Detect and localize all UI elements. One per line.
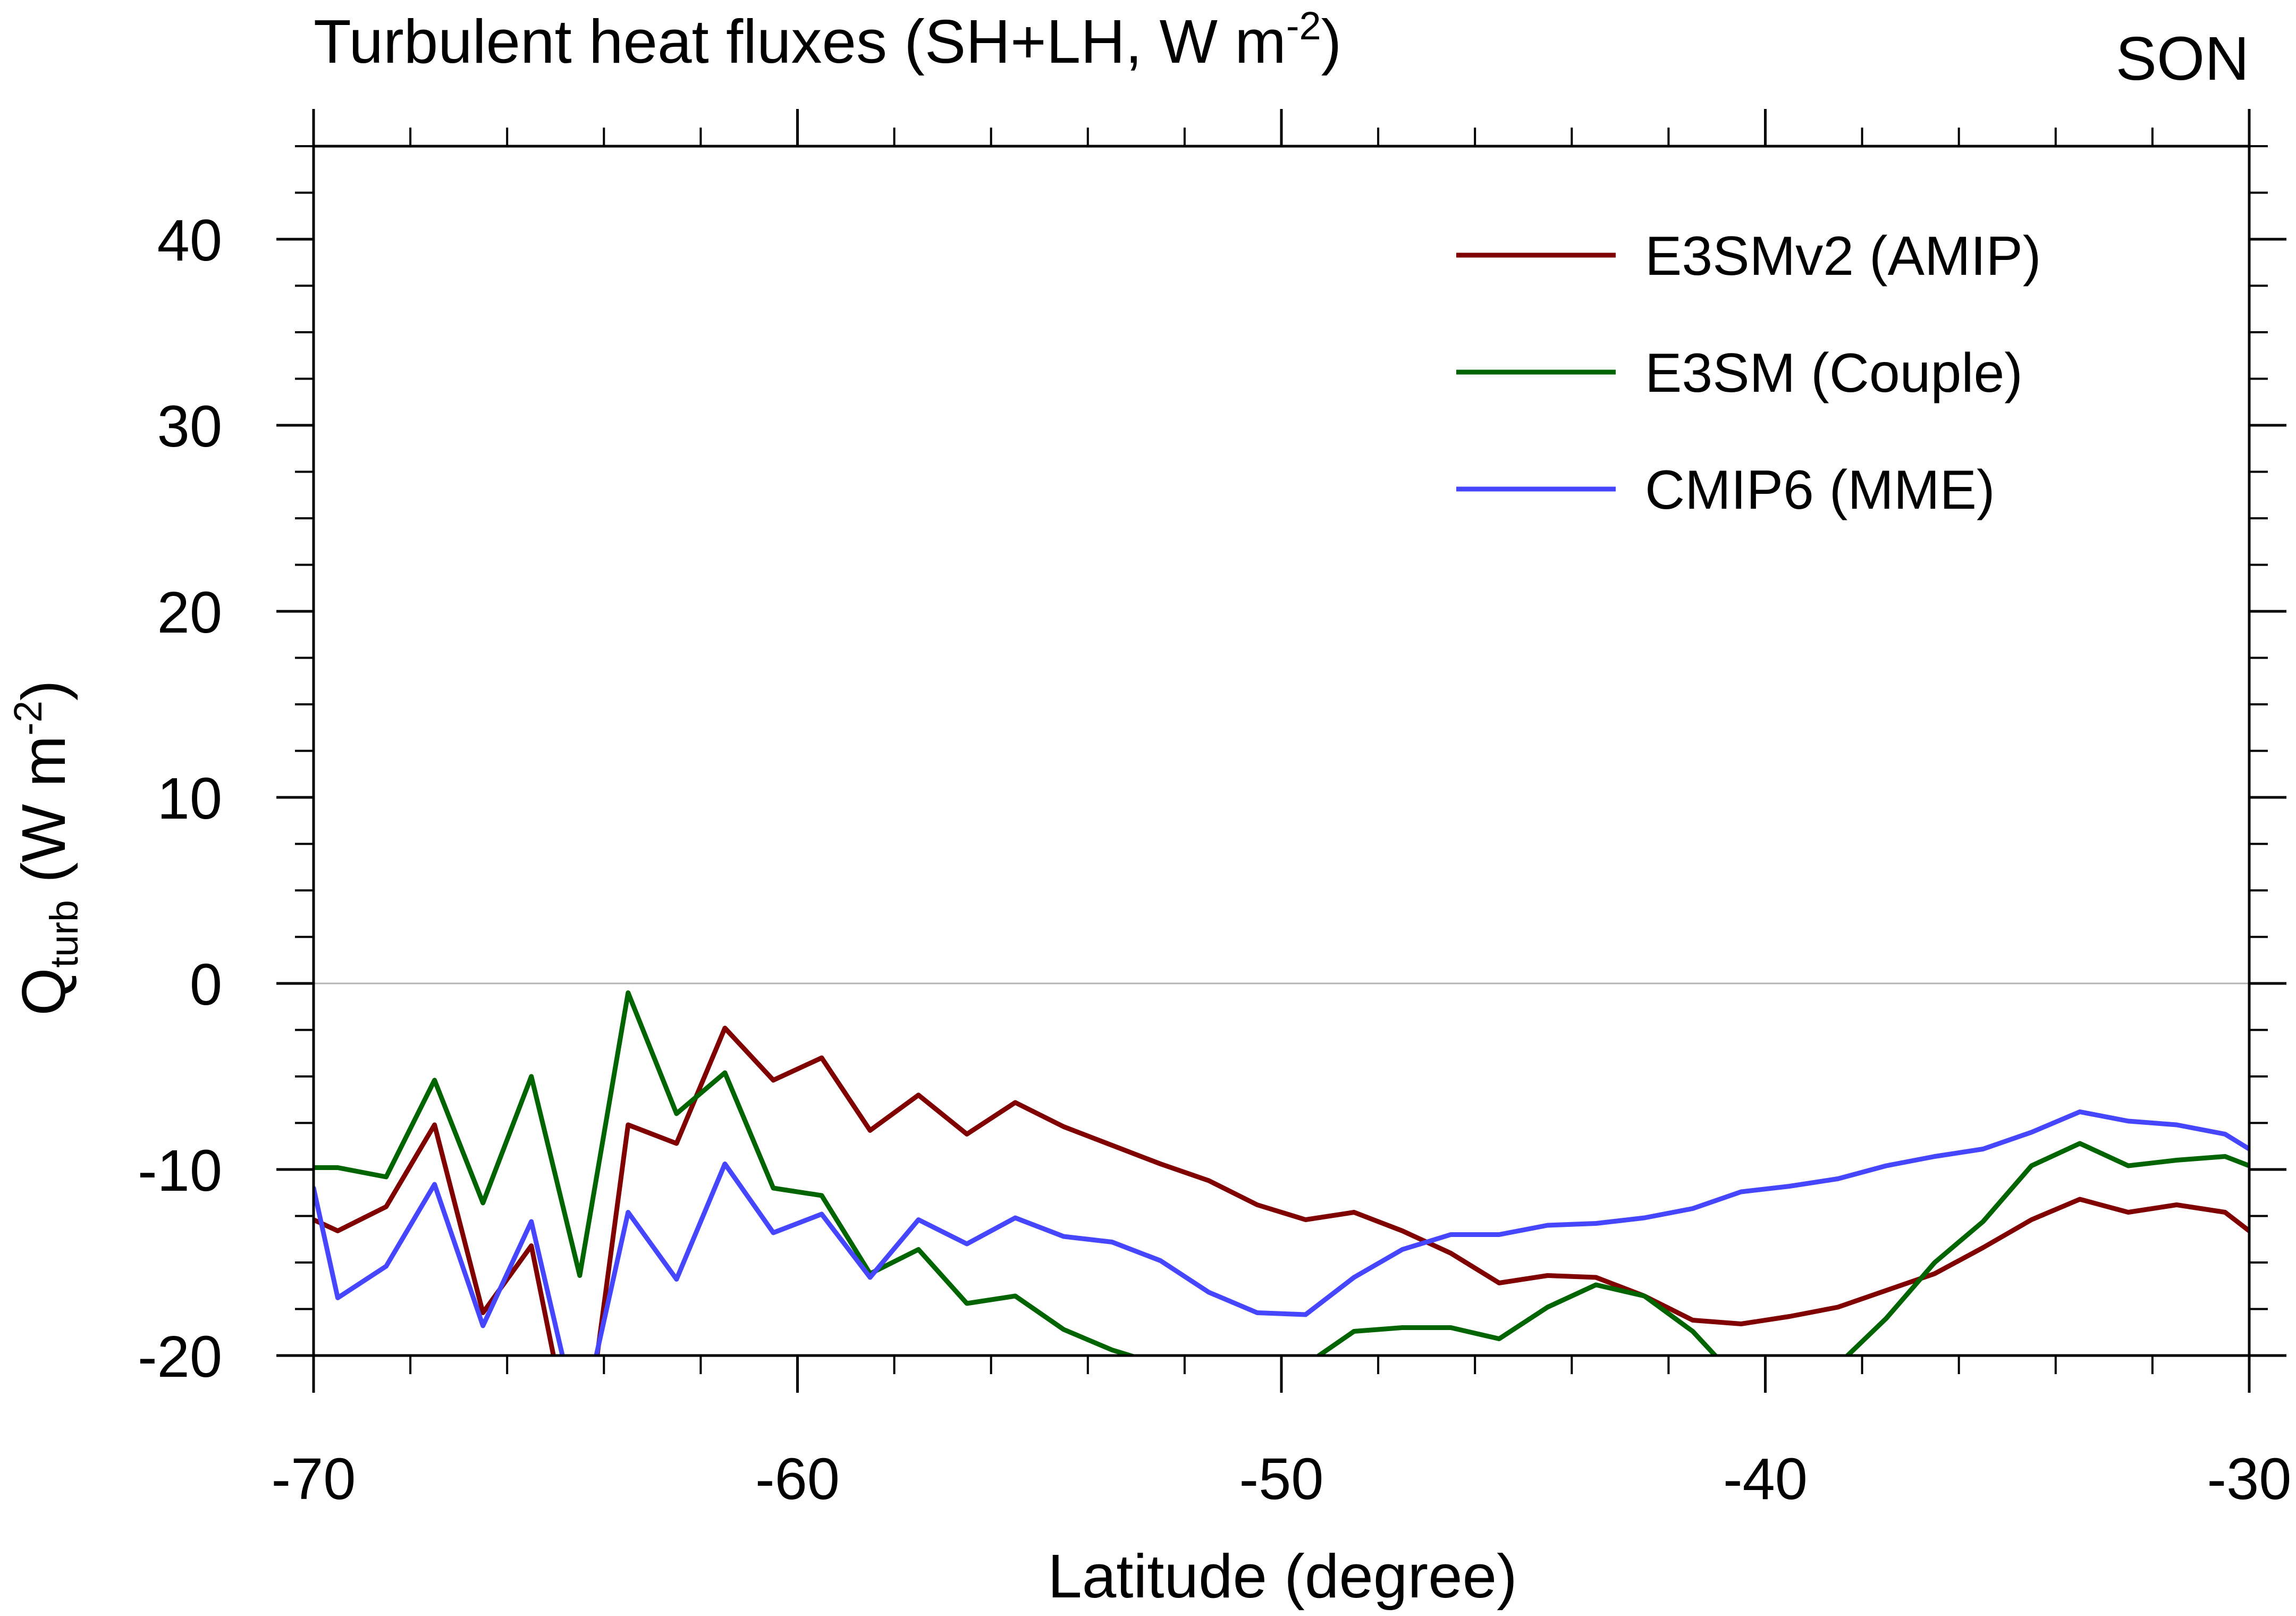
y-axis-label: Qturb (W m-2) [6, 680, 86, 1015]
minor-ticks [295, 128, 2268, 1374]
x-tick-label: -40 [1723, 1446, 1808, 1512]
x-tick-label: -70 [272, 1446, 356, 1512]
y-tick-label: 0 [190, 952, 222, 1017]
x-tick-label: -50 [1239, 1446, 1324, 1512]
chart-title-text: Turbulent heat fluxes (SH+LH, W m [314, 7, 1286, 76]
x-axis-label: Latitude (degree) [1048, 1542, 1517, 1611]
series-line [314, 1109, 2249, 1356]
legend-label: E3SMv2 (AMIP) [1645, 225, 2041, 287]
y-axis-label-units: (W m [9, 736, 78, 900]
y-tick-label: -20 [138, 1324, 222, 1390]
x-tick-labels: -70 -60 -50 -40 -30 [272, 1446, 2292, 1512]
y-tick-labels: -20 -10 0 10 20 30 40 [138, 208, 222, 1390]
chart-title-superscript: -2 [1286, 4, 1321, 48]
y-tick-label: 40 [157, 208, 222, 273]
chart-title-tail: ) [1321, 7, 1342, 76]
series-line [314, 1025, 2249, 1356]
y-axis-label-subscript: turb [42, 900, 86, 968]
season-label: SON [2116, 24, 2249, 93]
y-axis-label-tail: ) [9, 680, 78, 701]
y-tick-label: -10 [138, 1138, 222, 1203]
legend-label: E3SM (Couple) [1645, 342, 2023, 404]
y-tick-label: 30 [157, 394, 222, 459]
plot-frame [312, 145, 2251, 1357]
x-tick-label: -60 [755, 1446, 840, 1512]
major-ticks [276, 109, 2286, 1393]
y-tick-label: 10 [157, 766, 222, 831]
plot-series [314, 990, 2249, 1356]
y-axis-label-superscript: -2 [6, 701, 50, 736]
series-line [314, 990, 2249, 1356]
y-axis-label-main: Q [9, 967, 78, 1015]
x-tick-label: -30 [2207, 1446, 2292, 1512]
legend-label: CMIP6 (MME) [1645, 459, 1995, 521]
legend: E3SMv2 (AMIP) E3SM (Couple) CMIP6 (MME) [1456, 225, 2041, 521]
y-tick-label: 20 [157, 580, 222, 645]
chart-title: Turbulent heat fluxes (SH+LH, W m-2) [314, 4, 1341, 76]
